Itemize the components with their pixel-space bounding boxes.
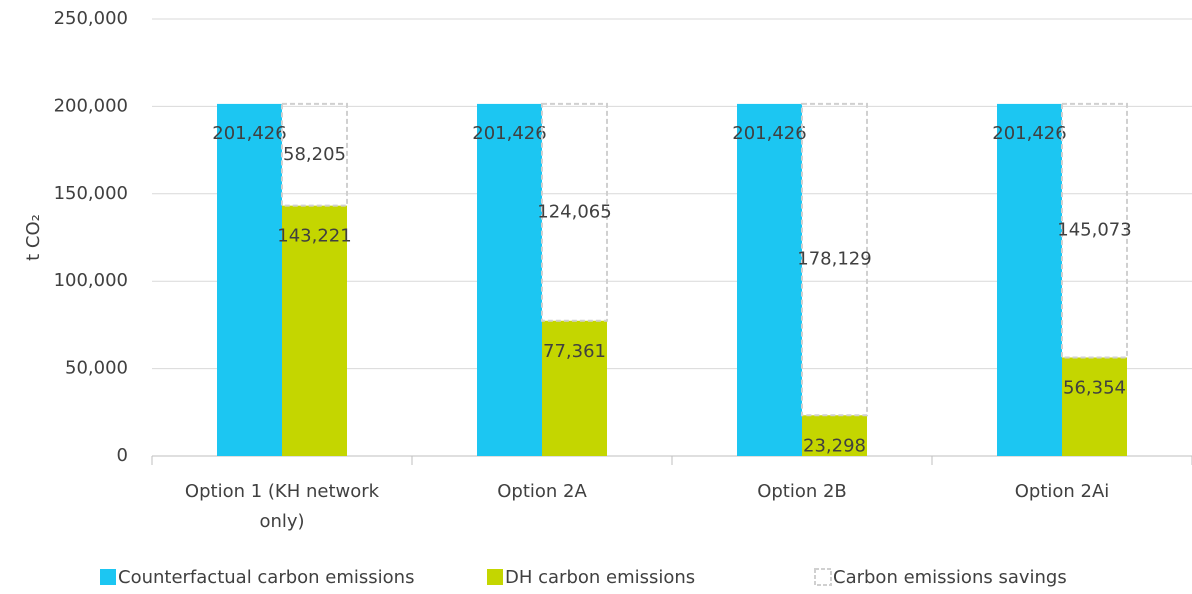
value-label: 145,073 [1057,220,1131,241]
bar [477,103,542,456]
x-tick-label: Option 2A [497,481,587,502]
value-label: 201,426 [992,123,1066,144]
value-label: 77,361 [543,341,606,362]
y-axis-title: t CO₂ [23,214,44,261]
value-label: 201,426 [472,123,546,144]
value-label: 124,065 [537,201,611,222]
bar [281,102,348,207]
bar [541,102,608,322]
legend-swatch [814,568,832,586]
value-label: 56,354 [1063,377,1126,398]
bar [802,415,867,456]
value-label: 201,426 [212,123,286,144]
y-tick-label: 200,000 [54,95,128,116]
bar [542,320,607,456]
legend-label: DH carbon emissions [505,567,695,588]
y-tick-label: 150,000 [54,183,128,204]
y-tick-label: 0 [117,445,128,466]
x-tick-label: Option 2B [757,481,847,502]
bar [997,103,1062,456]
x-tick-label: Option 2Ai [1014,481,1110,502]
bar [217,103,282,456]
value-label: 178,129 [797,249,871,270]
bar [1061,102,1128,359]
legend-swatch [100,569,116,585]
bar [737,103,802,456]
x-tick-label: Option 1 (KH network only) [184,481,380,532]
legend-swatch [487,569,503,585]
y-tick-label: 250,000 [54,8,128,29]
bar [1062,357,1127,456]
bar [282,205,347,456]
value-label: 23,298 [803,435,866,456]
bar [801,102,868,417]
legend-label: Carbon emissions savings [833,567,1067,588]
value-label: 201,426 [732,123,806,144]
value-label: 143,221 [277,226,351,247]
y-tick-label: 50,000 [65,358,128,379]
value-label: 58,205 [283,144,346,165]
y-tick-label: 100,000 [54,270,128,291]
legend-label: Counterfactual carbon emissions [118,567,414,588]
